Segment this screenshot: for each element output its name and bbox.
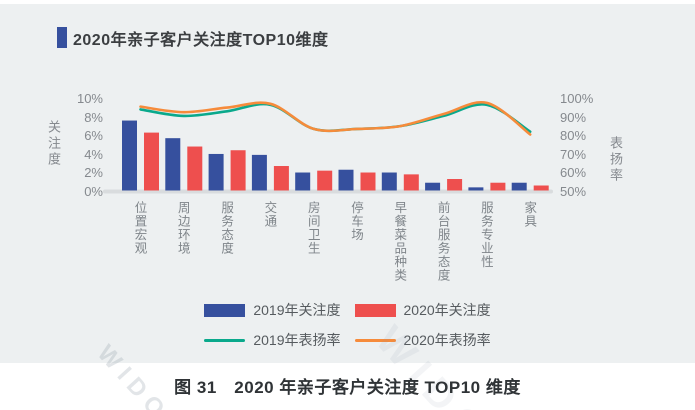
legend-swatch-2020-line-icon [354,338,396,342]
legend-swatch-2020-bar-icon [354,303,396,317]
right-tick: 90% [560,109,587,125]
legend-row-lines: 2019年表扬率 2020年表扬率 [0,330,695,350]
legend-item-2020-line: 2020年表扬率 [354,330,491,350]
category-label: 家具 [522,201,537,228]
right-tick: 70% [560,146,587,162]
right-tick: 100% [560,91,594,107]
category-label: 停车场 [349,201,363,242]
legend-item-2020-bar: 2020年关注度 [354,300,491,320]
category-label: 交通 [262,201,277,228]
left-tick: 10% [76,91,103,107]
left-tick: 6% [84,128,103,144]
right-tick: 50% [560,184,587,199]
title-marker-bar [57,27,67,48]
right-tick: 80% [560,128,587,144]
right-tick: 60% [560,165,587,181]
legend-label: 2019年关注度 [253,302,341,318]
category-label: 房间卫生 [305,201,320,255]
chart-title: 2020年亲子客户关注度TOP10维度 [73,32,329,49]
left-axis-title: 关注度 [46,120,61,168]
legend-swatch-2019-line-icon [204,338,246,342]
legend-item-2019-line: 2019年表扬率 [204,330,341,350]
left-tick: 4% [84,146,103,162]
legend-item-2019-bar: 2019年关注度 [204,300,341,320]
category-label: 服务态度 [219,201,234,255]
legend-swatch-2019-bar-icon [204,303,246,317]
category-label: 服务专业性 [478,201,493,269]
left-tick: 8% [84,109,103,125]
category-label: 前台服务态度 [435,201,450,282]
legend-label: 2020年表扬率 [403,332,491,348]
category-label: 周边环境 [175,201,190,255]
legend-row-bars: 2019年关注度 2020年关注度 [0,300,695,320]
left-tick: 0% [84,184,103,199]
figure-caption: 图 31 2020 年亲子客户关注度 TOP10 维度 [174,378,521,397]
right-axis-title: 表扬率 [608,136,623,184]
legend-label: 2019年表扬率 [253,332,341,348]
category-label: 早餐菜品种类 [392,201,407,282]
legend-label: 2020年关注度 [403,302,491,318]
category-label: 位置宏观 [132,201,147,255]
left-tick: 2% [84,165,103,181]
